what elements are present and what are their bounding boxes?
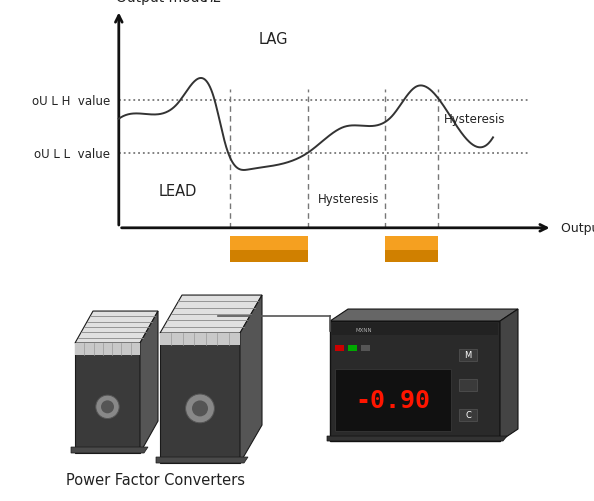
Text: Hysteresis: Hysteresis xyxy=(444,113,506,126)
Text: Hysteresis: Hysteresis xyxy=(318,193,380,205)
Text: MXNN: MXNN xyxy=(355,327,372,332)
Bar xyxy=(230,236,308,251)
Polygon shape xyxy=(160,296,262,333)
Bar xyxy=(385,236,438,251)
Polygon shape xyxy=(156,457,248,463)
Polygon shape xyxy=(330,322,500,441)
Bar xyxy=(230,251,308,263)
Circle shape xyxy=(185,394,214,423)
Text: -0.90: -0.90 xyxy=(355,388,430,412)
Bar xyxy=(332,324,498,335)
Polygon shape xyxy=(160,333,240,345)
Polygon shape xyxy=(71,447,148,453)
Text: oU L L  value: oU L L value xyxy=(34,147,110,160)
Polygon shape xyxy=(160,333,240,463)
Text: Power Factor Converters: Power Factor Converters xyxy=(65,471,245,486)
Text: HL: HL xyxy=(204,0,222,6)
Polygon shape xyxy=(75,312,158,343)
Text: LAG: LAG xyxy=(258,33,288,47)
Bar xyxy=(459,349,477,361)
Bar xyxy=(335,369,451,431)
Bar xyxy=(459,409,477,421)
Text: Output value: Output value xyxy=(561,222,594,235)
Circle shape xyxy=(192,401,208,417)
Bar xyxy=(385,251,438,263)
Circle shape xyxy=(96,395,119,419)
Polygon shape xyxy=(330,310,518,322)
Bar xyxy=(361,345,370,351)
Polygon shape xyxy=(500,310,518,441)
Text: C: C xyxy=(465,410,471,419)
Polygon shape xyxy=(75,343,140,355)
Polygon shape xyxy=(327,436,507,441)
Text: LEAD: LEAD xyxy=(159,184,197,199)
Bar xyxy=(459,379,477,391)
Bar xyxy=(348,345,357,351)
Text: M: M xyxy=(465,350,472,359)
Bar xyxy=(335,345,344,351)
Text: oU L H  value: oU L H value xyxy=(31,94,110,107)
Polygon shape xyxy=(75,343,140,453)
Polygon shape xyxy=(140,312,158,453)
Polygon shape xyxy=(240,296,262,463)
Circle shape xyxy=(101,400,114,413)
Text: Output mode: Output mode xyxy=(116,0,212,6)
